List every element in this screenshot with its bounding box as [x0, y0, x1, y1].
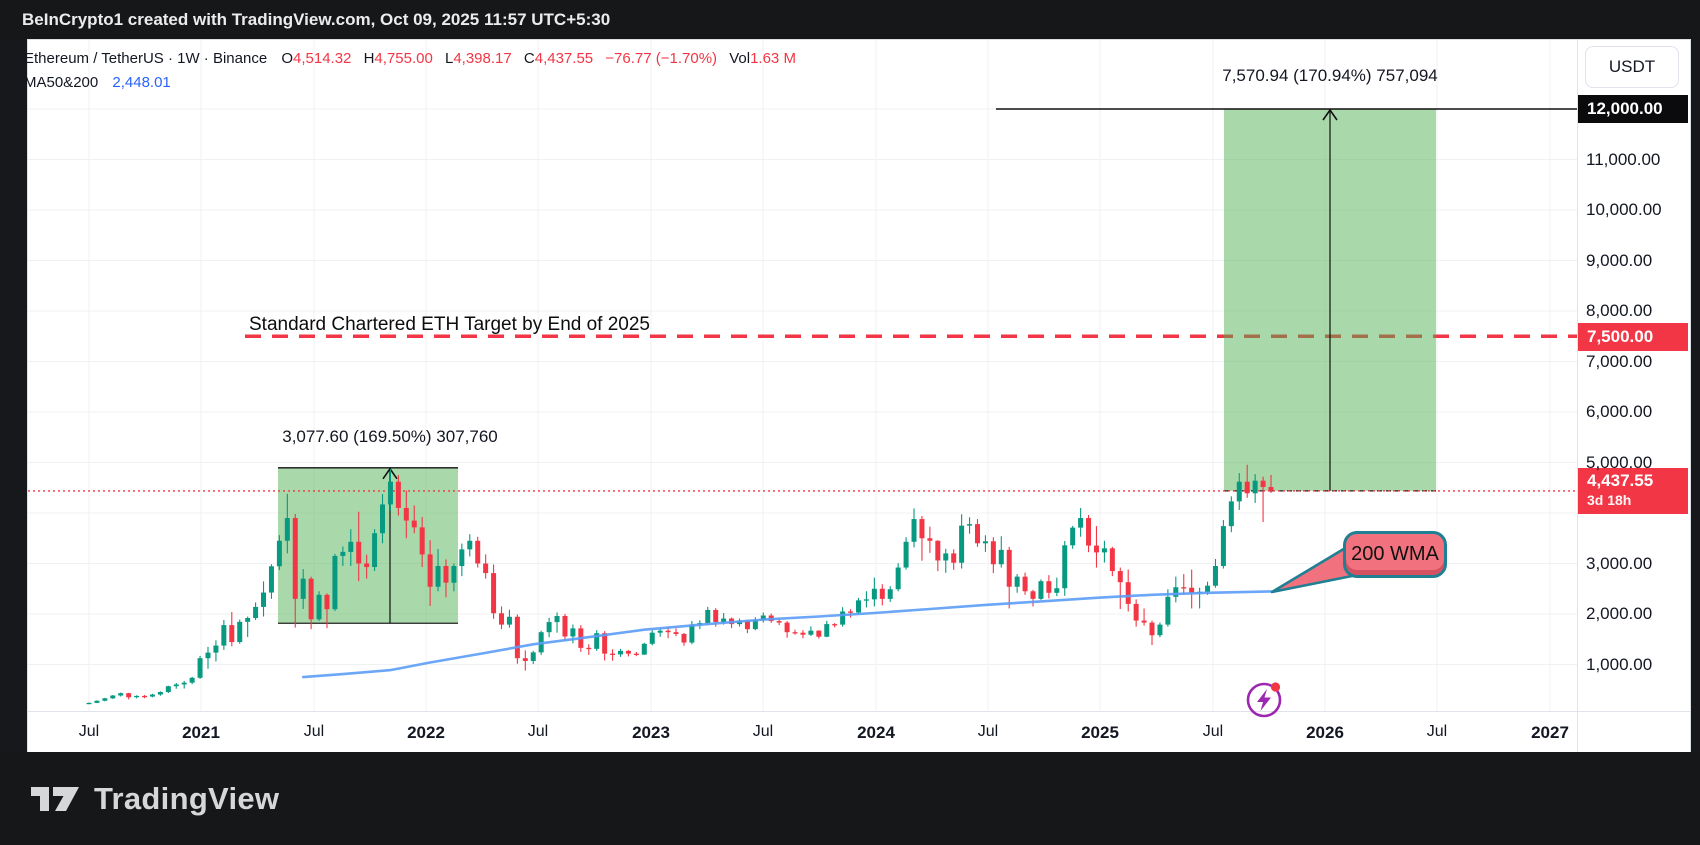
- bar-countdown: 3d 18h: [1587, 492, 1632, 508]
- ohlc-close-label: C: [523, 50, 535, 67]
- currency-toggle-button[interactable]: USDT: [1585, 46, 1679, 88]
- footer-bar: TradingView: [0, 752, 1700, 845]
- ohlc-high-value: 4,755.00: [374, 50, 433, 67]
- time-axis-label: 2021: [182, 723, 220, 742]
- price-axis-label: 2,000.00: [1586, 604, 1653, 623]
- measurement-label-2026: 7,570.94 (170.94%) 757,094: [1222, 66, 1438, 85]
- ma-indicator-value: 2,448.01: [112, 74, 171, 91]
- symbol-title[interactable]: Ethereum / TetherUS · 1W · Binance: [24, 50, 268, 67]
- price-badge-target-7500: 7,500.00: [1578, 323, 1688, 351]
- chart-canvas[interactable]: [28, 40, 1577, 711]
- time-axis-label: Jul: [78, 723, 100, 740]
- time-axis-label: 2025: [1081, 723, 1119, 742]
- price-axis-label: 1,000.00: [1586, 654, 1653, 674]
- chart-panel: [28, 40, 1690, 752]
- target-annotation-text: Standard Chartered ETH Target by End of …: [249, 314, 651, 335]
- watermark-text: BeInCrypto1 created with TradingView.com…: [22, 10, 611, 29]
- time-axis-label: Jul: [527, 723, 549, 740]
- ohlc-high-label: H: [363, 50, 375, 67]
- time-axis-label: 2024: [857, 723, 895, 742]
- time-axis-label: Jul: [1202, 723, 1224, 740]
- ohlc-low-label: L: [444, 50, 454, 67]
- price-axis-label: 10,000.00: [1586, 200, 1662, 219]
- time-axis-label: Jul: [303, 723, 325, 740]
- time-axis-label: Jul: [977, 723, 999, 740]
- price-axis-label: 3,000.00: [1586, 553, 1653, 573]
- price-axis-label: 6,000.00: [1586, 402, 1653, 421]
- volume-label: Vol: [729, 50, 751, 67]
- time-axis-label: 2023: [632, 723, 670, 742]
- tradingview-wordmark[interactable]: TradingView: [94, 780, 280, 816]
- flash-icon: [1246, 682, 1282, 718]
- time-axis-label: Jul: [752, 723, 774, 740]
- price-axis-label: 7,000.00: [1586, 351, 1653, 371]
- last-price-badge: 4,437.55 3d 18h: [1578, 468, 1688, 514]
- time-axis-label: 2027: [1531, 723, 1569, 742]
- legend: Ethereum / TetherUS · 1W · Binance O4,51…: [24, 48, 796, 94]
- price-badge-12000: 12,000.00: [1578, 95, 1688, 123]
- ohlc-close-value: 4,437.55: [534, 50, 594, 67]
- ohlc-open-label: O: [281, 50, 294, 67]
- price-axis-label: 11,000.00: [1586, 149, 1661, 169]
- flash-ideas-button[interactable]: [1243, 678, 1285, 720]
- time-axis-label: 2026: [1306, 723, 1344, 742]
- legend-row-symbol: Ethereum / TetherUS · 1W · Binance O4,51…: [24, 48, 796, 70]
- tradingview-logo-icon[interactable]: [30, 782, 82, 816]
- last-price-value: 4,437.55: [1587, 471, 1654, 490]
- ohlc-low-value: 4,398.17: [453, 50, 512, 67]
- price-axis-separator: [1577, 40, 1578, 752]
- change-value: −76.77 (−1.70%): [605, 50, 718, 67]
- ma-indicator-label[interactable]: MA50&200: [24, 74, 99, 91]
- wma-callout-bubble[interactable]: 200 WMA: [1343, 531, 1447, 578]
- watermark-bar: BeInCrypto1 created with TradingView.com…: [0, 0, 1700, 40]
- legend-row-ma: MA50&200 2,448.01: [24, 72, 796, 94]
- price-axis-label: 8,000.00: [1586, 301, 1653, 320]
- ohlc-open-value: 4,514.32: [293, 50, 352, 67]
- price-axis-label: 9,000.00: [1586, 250, 1653, 270]
- time-axis-label: 2022: [407, 723, 445, 742]
- price-axis-label: 5,000.00: [1586, 452, 1653, 472]
- volume-value: 1.63 M: [750, 50, 796, 67]
- time-axis-label: Jul: [1426, 723, 1448, 740]
- time-axis-separator: [28, 711, 1690, 712]
- measurement-label-2021: 3,077.60 (169.50%) 307,760: [282, 427, 498, 446]
